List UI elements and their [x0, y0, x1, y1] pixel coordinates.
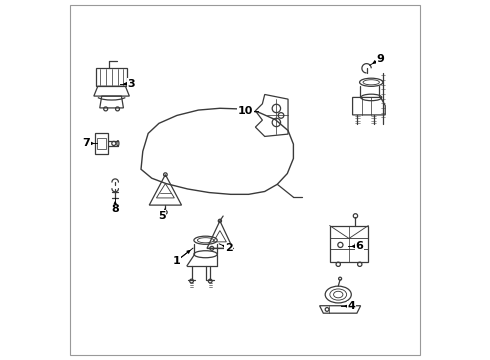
- Text: 4: 4: [348, 301, 356, 311]
- Text: 7: 7: [83, 139, 90, 148]
- Text: 5: 5: [158, 211, 166, 221]
- Text: 1: 1: [173, 256, 181, 266]
- Text: 8: 8: [111, 204, 119, 215]
- Text: 10: 10: [238, 106, 253, 116]
- Text: 2: 2: [225, 243, 233, 253]
- Text: 3: 3: [127, 79, 135, 89]
- Text: 6: 6: [355, 241, 363, 251]
- Text: 9: 9: [377, 54, 385, 64]
